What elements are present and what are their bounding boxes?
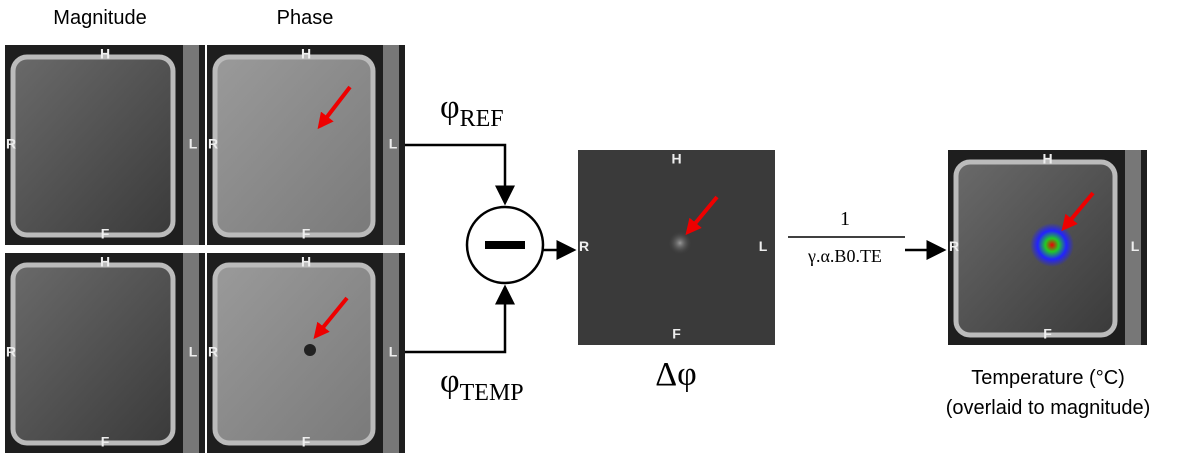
orientation-right: R <box>949 238 959 254</box>
scan-edge <box>1125 150 1141 345</box>
orientation-top: H <box>301 254 311 270</box>
phase-temp: φTEMP <box>440 363 524 406</box>
output-title: Temperature (°C) <box>971 367 1125 389</box>
temperature-map <box>1030 223 1074 267</box>
orientation-bottom: F <box>672 326 681 342</box>
orientation-right: R <box>579 238 589 254</box>
orientation-bottom: F <box>1043 326 1052 342</box>
orientation-top: H <box>1042 151 1052 167</box>
orientation-top: H <box>301 46 311 62</box>
scan-body <box>10 262 176 446</box>
orientation-top: H <box>100 254 110 270</box>
wire <box>405 143 515 206</box>
column-label: Magnitude <box>53 7 146 29</box>
scan-edge <box>383 253 399 453</box>
scan-edge <box>183 45 199 245</box>
red-arrow <box>317 85 352 130</box>
scan-body <box>10 54 176 238</box>
orientation-right: R <box>208 136 218 152</box>
scan-edge <box>383 45 399 245</box>
orientation-bottom: F <box>101 434 110 450</box>
orientation-left: L <box>189 136 198 152</box>
subscript: REF <box>460 106 504 132</box>
orientation-bottom: F <box>101 226 110 242</box>
hot-spot <box>668 231 692 255</box>
scan-body <box>212 262 376 446</box>
orientation-right: R <box>6 136 16 152</box>
red-arrow <box>313 296 349 340</box>
column-label: Phase <box>277 7 334 29</box>
orientation-bottom: F <box>302 226 311 242</box>
denominator: γ.α.B0.TE <box>807 246 882 266</box>
wire <box>405 284 515 354</box>
orientation-left: L <box>189 344 198 360</box>
orientation-left: L <box>389 344 398 360</box>
numerator: 1 <box>840 208 850 230</box>
orientation-right: R <box>208 344 218 360</box>
orientation-left: L <box>1131 238 1140 254</box>
minus-sign <box>485 241 525 249</box>
orientation-right: R <box>6 344 16 360</box>
orientation-left: L <box>759 238 768 254</box>
symbol: φ <box>440 363 460 400</box>
hot-spot <box>304 344 316 356</box>
scan-body <box>212 54 376 238</box>
delta-phi: Δφ <box>655 356 697 393</box>
red-arrow <box>1061 191 1095 232</box>
scan-edge <box>183 253 199 453</box>
output-note: (overlaid to magnitude) <box>946 397 1151 419</box>
orientation-top: H <box>671 151 681 167</box>
orientation-left: L <box>389 136 398 152</box>
red-arrow <box>685 195 719 236</box>
orientation-bottom: F <box>302 434 311 450</box>
subscript: TEMP <box>460 380 524 406</box>
symbol: φ <box>440 89 460 126</box>
orientation-top: H <box>100 46 110 62</box>
phase-ref: φREF <box>440 89 504 132</box>
